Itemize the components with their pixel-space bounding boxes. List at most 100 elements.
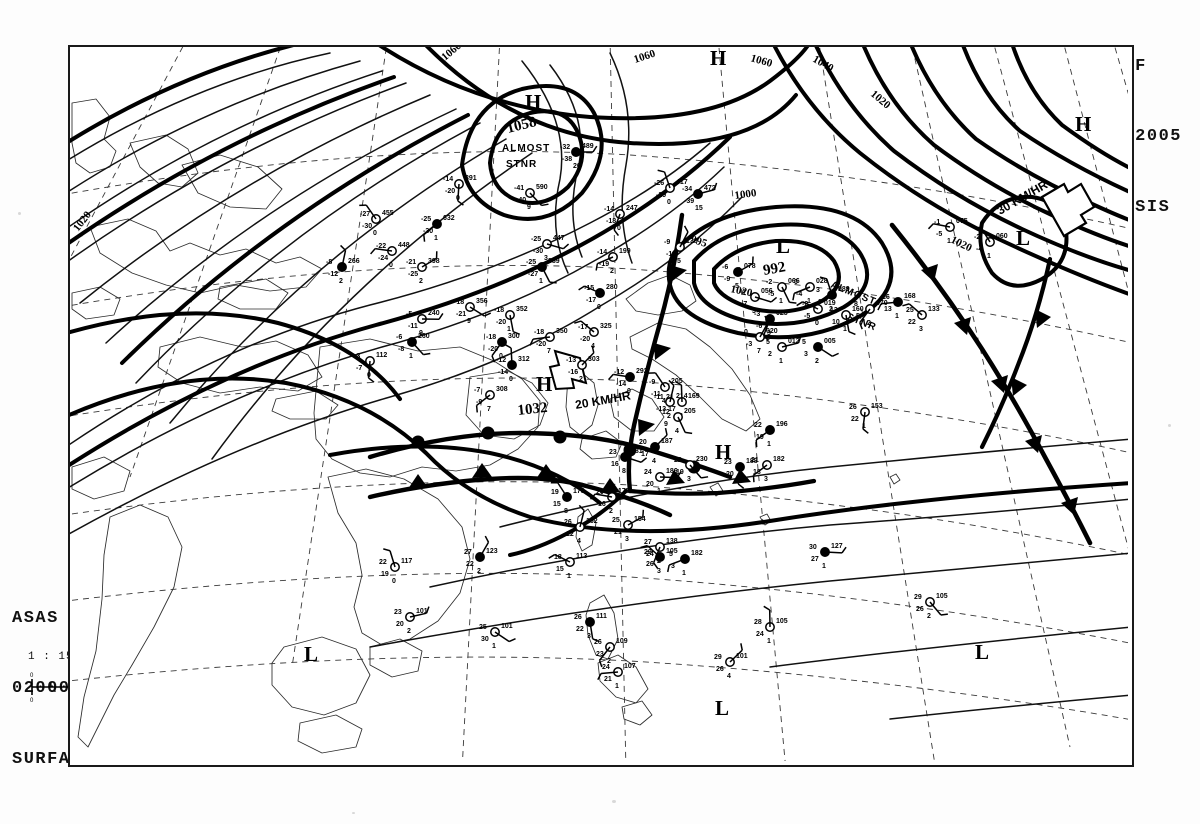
station-dewpoint: 2 — [768, 351, 772, 358]
station-plot: -14 391 -200 — [443, 175, 477, 206]
wind-barb-feather — [484, 535, 490, 543]
wind-barb-feather — [701, 476, 709, 479]
station-pressure: 280 — [606, 284, 618, 291]
wind-barb-feather — [589, 493, 596, 500]
center-note-1: ALMOST — [502, 143, 550, 154]
wind-barb-shaft — [367, 360, 371, 379]
station-weather-code: 3 — [752, 308, 756, 315]
station-plot: 5 005 32 — [802, 338, 839, 365]
station-dewpoint: 19 — [676, 469, 684, 476]
analysis-map: 1060 1060 1060 1040 1020 1020 1000 995 1… — [70, 47, 1128, 761]
station-dewpoint: -16 — [568, 369, 578, 376]
station-plot: 26 162 224 — [564, 504, 598, 545]
motion-arrow-right — [1040, 182, 1096, 238]
wind-barb-shaft — [754, 296, 772, 303]
station-dewpoint: -20 — [445, 188, 455, 195]
wind-barb-shaft — [980, 227, 991, 243]
wind-barb-shaft — [933, 223, 951, 228]
station-temperature: -2 — [974, 234, 980, 241]
station-dewpoint: -18 — [606, 218, 616, 225]
station-plot: -8 266 -122 — [326, 244, 360, 285]
wind-barb-feather — [541, 203, 549, 207]
wind-barb-shaft — [908, 303, 923, 316]
station-temperature: 30 — [809, 544, 817, 551]
station-dewpoint: 26 — [716, 666, 724, 673]
station-pressure: 260 — [418, 333, 430, 340]
station-pressure: 181 — [631, 448, 643, 455]
wind-barb-shaft — [411, 341, 424, 356]
station-pressure: 075 — [956, 218, 968, 225]
station-temperature: 29 — [644, 549, 652, 556]
station-weather-code: 0 — [627, 388, 631, 395]
station-pressure: 025 — [776, 310, 788, 317]
station-temperature: 26 — [574, 614, 582, 621]
wind-barb-feather — [592, 638, 600, 643]
station-dewpoint: -40 — [516, 197, 526, 204]
center-value: 1032 — [517, 400, 549, 419]
pressure-center-l-bot-left: L — [304, 642, 318, 666]
wind-barb-shaft — [423, 223, 438, 236]
station-plot: 29 101 264 — [714, 643, 748, 680]
station-dewpoint: 23 — [596, 651, 604, 658]
station-weather-code: 2 — [419, 278, 423, 285]
wind-barb-shaft — [802, 301, 819, 310]
station-weather-code: 1 — [843, 326, 847, 333]
analysis-map-frame: 1060 1060 1060 1040 1020 1020 1000 995 1… — [68, 45, 1134, 767]
station-temperature: 22 — [674, 457, 682, 464]
station-pressure: 472 — [704, 185, 716, 192]
station-weather-code: 2 — [609, 508, 613, 515]
station-temperature: 26 — [564, 519, 572, 526]
wind-barb-shaft — [533, 336, 551, 340]
station-temperature: 25 — [479, 624, 487, 631]
station-pressure: 109 — [616, 638, 628, 645]
wind-barb-feather — [902, 303, 910, 307]
station-dewpoint: -7 — [356, 365, 362, 372]
wind-barb-shaft — [737, 466, 741, 484]
station-plot: 27 123 222 — [464, 535, 498, 575]
station-plot: 19 178 158 — [550, 481, 585, 515]
wind-barb-shaft — [584, 285, 601, 294]
wind-barb-feather — [831, 352, 839, 357]
station-weather-code: 1 — [807, 298, 811, 305]
station-temperature: 25 — [906, 307, 914, 314]
station-temperature: 20 — [596, 489, 604, 496]
station-plot: 26 109 232 — [594, 638, 628, 668]
wind-barb-feather — [574, 320, 582, 324]
station-temperature: 25 — [612, 517, 620, 524]
station-pressure: 012 — [788, 338, 800, 345]
station-pressure: 107 — [624, 663, 636, 670]
front-warm-center — [367, 426, 733, 480]
station-pressure: 028 — [816, 278, 828, 285]
station-plot: 25 154 213 — [612, 509, 646, 543]
station-pressure: 199 — [619, 248, 631, 255]
station-dewpoint: 22 — [566, 531, 574, 538]
station-weather-code: 1 — [767, 638, 771, 645]
wind-barb-shaft — [581, 352, 595, 366]
station-pressure: 356 — [476, 298, 488, 305]
station-dewpoint: 13 — [884, 306, 892, 313]
station-plot: 22 196 191 — [754, 421, 788, 448]
station-pressure: 178 — [573, 488, 585, 495]
wind-barb-feather — [504, 343, 512, 349]
station-pressure: 168 — [904, 293, 916, 300]
station-weather-code: 2 — [607, 658, 611, 665]
pressure-center-l-right-small: L — [1016, 226, 1030, 250]
station-pressure: 123 — [486, 548, 498, 555]
station-temperature: -34 — [682, 186, 692, 193]
station-temperature: 21 — [666, 394, 674, 401]
station-pressure: 162 — [586, 518, 598, 525]
wind-barb-shaft — [929, 601, 942, 616]
wind-barb-shaft — [654, 372, 666, 388]
wind-barb-feather — [548, 553, 556, 559]
station-dewpoint: 3 — [671, 563, 675, 570]
station-pressure: 160 — [852, 306, 864, 313]
station-weather-code: 2 — [477, 568, 481, 575]
station-pressure: 292 — [636, 368, 648, 375]
station-dewpoint: -12 — [666, 251, 676, 258]
station-pressure: 138 — [666, 538, 678, 545]
wind-barb-feather — [877, 303, 882, 311]
station-pressure: 169 — [688, 393, 700, 400]
station-dewpoint: -9 — [476, 399, 482, 406]
